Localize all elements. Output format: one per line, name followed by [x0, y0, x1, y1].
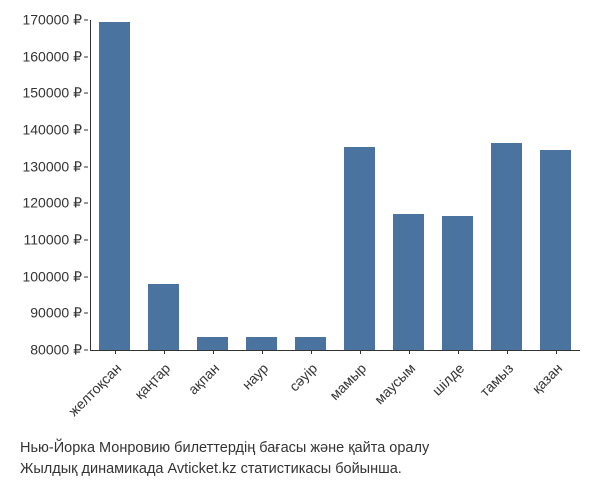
- bar: [540, 150, 570, 350]
- x-tick-label: мамыр: [326, 360, 369, 403]
- x-tick-mark: [507, 350, 508, 354]
- x-tick-label: қазан: [528, 360, 565, 397]
- y-tick-label: 130000 ₽: [22, 158, 82, 175]
- x-tick-mark: [311, 350, 312, 354]
- x-tick-label: маусым: [371, 360, 418, 407]
- x-tick-mark: [213, 350, 214, 354]
- y-tick-label: 140000 ₽: [22, 122, 82, 139]
- x-tick-mark: [360, 350, 361, 354]
- plot-area: [90, 20, 580, 350]
- bar: [295, 337, 325, 350]
- y-tick-mark: [84, 203, 88, 204]
- y-tick-label: 170000 ₽: [22, 12, 82, 29]
- chart-container: 80000 ₽ 90000 ₽ 100000 ₽ 110000 ₽ 120000 ₽ 13…: [0, 0, 600, 500]
- y-tick-label: 110000 ₽: [24, 232, 82, 249]
- bar: [442, 216, 472, 350]
- x-tick-mark: [164, 350, 165, 354]
- x-tick-mark: [556, 350, 557, 354]
- x-tick-label: қаңтар: [131, 360, 173, 402]
- x-tick-mark: [262, 350, 263, 354]
- x-tick-mark: [409, 350, 410, 354]
- y-tick-label: 80000 ₽: [30, 342, 82, 359]
- caption-line-1: Нью-Йорка Монровию билеттердің бағасы жә…: [20, 438, 580, 459]
- y-tick-mark: [84, 130, 88, 131]
- y-tick-mark: [84, 350, 88, 351]
- bar: [99, 22, 129, 350]
- x-tick-label: сәуір: [285, 360, 319, 394]
- bar: [491, 143, 521, 350]
- bar: [246, 337, 276, 350]
- y-tick-mark: [84, 313, 88, 314]
- y-axis: 80000 ₽90000 ₽100000 ₽110000 ₽120000 ₽13…: [0, 20, 88, 350]
- y-tick-mark: [84, 240, 88, 241]
- bar: [197, 337, 227, 350]
- bars-group: [90, 20, 580, 350]
- y-tick-mark: [84, 56, 88, 57]
- y-tick-label: 150000 ₽: [22, 85, 82, 102]
- y-tick-label: 120000 ₽: [22, 195, 82, 212]
- x-axis: желтоқсанқаңтарақпаннаурсәуірмамырмаусым…: [90, 350, 580, 450]
- x-tick-label: тамыз: [476, 360, 516, 400]
- x-tick-mark: [458, 350, 459, 354]
- x-tick-label: ақпан: [184, 360, 221, 397]
- y-tick-mark: [84, 20, 88, 21]
- y-tick-mark: [84, 166, 88, 167]
- y-tick-mark: [84, 93, 88, 94]
- bar: [393, 214, 423, 350]
- caption-line-2: Жылдық динамикада Avticket.kz статистика…: [20, 459, 580, 480]
- y-tick-label: 100000 ₽: [22, 268, 82, 285]
- x-tick-label: желтоқсан: [65, 360, 124, 419]
- bar: [344, 147, 374, 351]
- y-tick-label: 90000 ₽: [30, 305, 82, 322]
- y-tick-mark: [84, 276, 88, 277]
- chart-caption: Нью-Йорка Монровию билеттердің бағасы жә…: [20, 438, 580, 480]
- x-tick-label: наур: [238, 360, 271, 393]
- x-tick-mark: [115, 350, 116, 354]
- y-tick-label: 160000 ₽: [22, 48, 82, 65]
- x-tick-label: шілде: [428, 360, 467, 399]
- bar: [148, 284, 178, 350]
